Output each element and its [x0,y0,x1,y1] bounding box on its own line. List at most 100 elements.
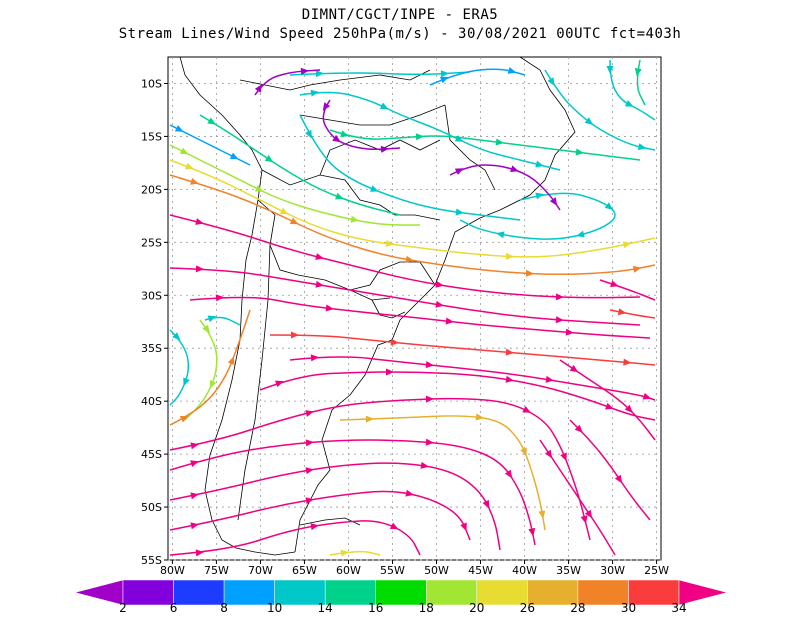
stream-arrow [606,66,614,74]
streamline [169,490,471,541]
colorbar-label: 30 [621,601,636,615]
border-8 [444,104,496,191]
stream-arrow [389,522,399,530]
stream-arrow [623,358,632,366]
border-7 [299,104,446,126]
colorbar-segment [426,579,478,606]
stream-arrow [332,134,341,143]
stream-arrow [340,549,349,557]
stream-arrow [415,133,424,141]
stream-arrow [525,269,534,277]
stream-arrow [565,328,574,336]
border-5 [349,261,436,291]
stream-arrow [254,84,263,93]
stream-arrow [289,217,299,225]
stream-arrow [195,549,204,557]
title-line-1: DIMNT/CGCT/INPE - ERA5 [301,7,499,23]
stream-arrow [291,331,299,339]
streamline [599,279,656,301]
lon-tick-label: 70W [248,564,273,577]
stream-arrow [279,207,289,215]
lon-tick-label: 55W [380,564,405,577]
colorbar-segment [223,579,275,606]
colorbar-label: 20 [469,601,484,615]
stream-arrow [614,474,623,484]
lon-tick-label: 60W [336,564,361,577]
streamline [199,114,401,216]
lat-tick-label: 25S [141,236,162,249]
colorbar-segment [173,579,225,606]
lat-tick-label: 35S [141,342,162,355]
stream-arrow [350,215,359,223]
title-line-2: Stream Lines/Wind Speed 250hPa(m/s) - 30… [118,26,682,42]
stream-arrow [440,70,449,78]
colorbar-label: 34 [671,601,686,615]
colorbar-label: 18 [419,601,434,615]
lon-tick-label: 35W [556,564,581,577]
stream-arrow [439,76,449,84]
streamline [169,520,421,556]
stream-arrow [190,522,199,530]
stream-arrow [310,523,319,531]
stream-arrow [575,148,584,156]
stream-arrow [195,265,204,273]
streamline [329,550,381,556]
stream-arrow [574,424,583,433]
stream-arrow [624,404,633,413]
stream-arrow [545,375,554,383]
stream-arrow [610,280,619,288]
stream-arrow [190,492,199,500]
colorbar-label: 10 [267,601,282,615]
stream-arrow [520,447,527,457]
lon-tick-label: 80W [160,564,185,577]
map-frame [167,56,662,561]
stream-arrow [369,185,379,192]
lat-tick-label: 55S [141,554,162,567]
stream-arrow [642,392,652,400]
streamline [609,59,656,121]
stream-arrow [624,100,634,107]
lat-tick-label: 30S [141,289,162,302]
streamline [184,319,218,421]
stream-arrow [622,241,632,249]
streamline [169,329,190,406]
lon-tick-label: 30W [600,564,625,577]
stream-arrow [510,165,519,173]
streamlines [169,59,656,557]
stream-arrow [605,402,614,410]
stream-arrow [195,218,204,225]
colorbar-label: 8 [220,601,228,615]
stream-arrow [190,460,199,468]
stream-arrow [305,467,314,475]
stream-arrow [455,208,464,216]
stream-arrow [617,308,627,316]
stream-arrow [172,332,181,341]
stream-arrow [325,304,334,312]
streamline [169,144,420,226]
lat-tick-label: 40S [141,395,162,408]
stream-arrow [555,293,564,301]
streamline [299,91,561,171]
lon-tick-label: 45W [468,564,493,577]
lat-tick-label: 45S [141,448,162,461]
stream-arrow [632,265,642,273]
stream-arrow [174,125,184,132]
colorbar-segment [628,579,680,606]
stream-arrow [207,315,217,323]
stream-arrow [507,67,517,74]
stream-arrow [322,102,331,111]
colorbar-segment [324,579,376,606]
colorbar-segment [274,579,326,606]
stream-arrow [495,138,504,146]
streamline [559,359,656,441]
colorbar-left-arrow [74,579,124,606]
stream-arrow [454,135,464,142]
colorbar: 2 6 8 10 14 16 18 20 26 28 30 34 [74,579,728,615]
stream-arrow [454,168,464,175]
stream-arrow [584,117,594,125]
stream-arrow [340,130,349,138]
streamline [636,59,646,106]
stream-arrow [604,202,614,210]
stream-arrow [315,280,324,288]
